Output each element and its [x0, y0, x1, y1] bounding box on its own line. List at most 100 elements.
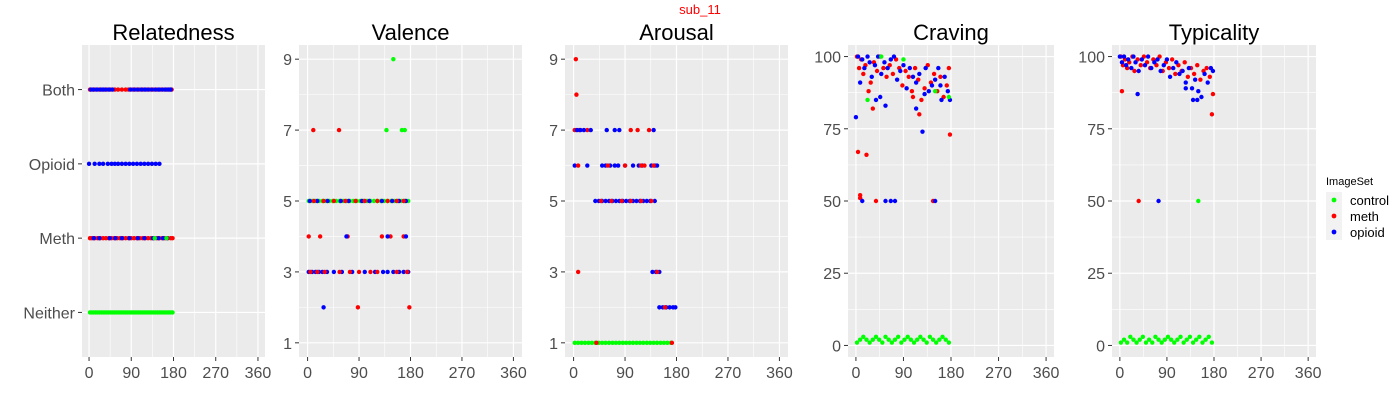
y-tick-label: Opioid [29, 157, 75, 174]
x-tick-label: 90 [895, 365, 913, 382]
point-opioid [113, 236, 117, 240]
y-tick-label: 50 [823, 194, 841, 211]
point-opioid [1133, 60, 1137, 64]
point-opioid [914, 80, 918, 84]
x-tick-label: 90 [616, 365, 634, 382]
point-meth [375, 270, 379, 274]
point-opioid [1196, 89, 1200, 93]
point-opioid [1187, 66, 1191, 70]
point-opioid [1202, 72, 1206, 76]
point-meth [881, 66, 885, 70]
point-control [880, 340, 884, 344]
panel-relatedness: Relatedness0 90 180 270 360NeitherMethOpioid… [23, 20, 271, 382]
point-meth [856, 150, 860, 154]
point-opioid [946, 89, 950, 93]
x-tick-label: 180 [663, 365, 690, 382]
point-meth [1195, 63, 1199, 67]
x-tick-label: 270 [1248, 365, 1275, 382]
point-meth [308, 270, 312, 274]
point-opioid [116, 162, 120, 166]
point-opioid [860, 57, 864, 61]
point-opioid [1165, 57, 1169, 61]
point-opioid [97, 236, 101, 240]
x-tick-label: 0 [1115, 365, 1124, 382]
point-meth [629, 199, 633, 203]
point-opioid [136, 236, 140, 240]
point-meth [356, 305, 360, 309]
point-control [947, 95, 951, 99]
point-meth [1210, 112, 1214, 116]
point-control [164, 236, 168, 240]
point-opioid [933, 77, 937, 81]
point-opioid [865, 54, 869, 58]
point-meth [401, 199, 405, 203]
x-tick-label: 360 [1033, 365, 1060, 382]
point-control [1188, 335, 1192, 339]
point-meth [405, 270, 409, 274]
point-opioid [1135, 92, 1139, 96]
point-opioid [385, 270, 389, 274]
y-tick-label: 5 [283, 194, 292, 211]
panel-arousal: Arousal0 90 180 270 36013579 [549, 20, 793, 382]
point-opioid [1206, 80, 1210, 84]
point-opioid [1140, 57, 1144, 61]
point-meth [639, 199, 643, 203]
point-opioid [856, 54, 860, 58]
point-meth [917, 112, 921, 116]
panel-typicality: Typicality 0 90 180 270 360 0 25 50 75 100 [1078, 20, 1321, 382]
point-meth [120, 87, 124, 91]
point-opioid [589, 128, 593, 132]
point-opioid [325, 199, 329, 203]
point-opioid [1156, 199, 1160, 203]
point-meth [323, 270, 327, 274]
point-meth [574, 92, 578, 96]
point-opioid [901, 63, 905, 67]
x-tick-label: 180 [397, 365, 424, 382]
point-opioid [150, 87, 154, 91]
legend-label-control: control [1350, 193, 1389, 208]
point-control [901, 57, 905, 61]
point-meth [871, 106, 875, 110]
point-opioid [142, 162, 146, 166]
point-opioid [1122, 54, 1126, 58]
point-opioid [882, 60, 886, 64]
point-opioid [582, 128, 586, 132]
point-opioid [889, 199, 893, 203]
point-meth [913, 66, 917, 70]
y-tick-label: 3 [549, 265, 558, 282]
point-opioid [1211, 69, 1215, 73]
point-meth [407, 305, 411, 309]
x-tick-label: 360 [245, 365, 272, 382]
point-meth [663, 305, 667, 309]
point-meth [594, 341, 598, 345]
point-control [153, 236, 157, 240]
point-opioid [933, 199, 937, 203]
point-meth [945, 83, 949, 87]
point-opioid [942, 75, 946, 79]
panel-title: Arousal [639, 20, 714, 45]
point-meth [1208, 75, 1212, 79]
x-tick-label: 360 [766, 365, 793, 382]
point-meth [1198, 77, 1202, 81]
y-tick-label: 3 [283, 265, 292, 282]
point-opioid [110, 87, 114, 91]
point-control [1141, 335, 1145, 339]
point-meth [609, 199, 613, 203]
point-opioid [616, 163, 620, 167]
point-opioid [923, 66, 927, 70]
panel-title: Relatedness [112, 20, 234, 45]
point-opioid [874, 98, 878, 102]
point-opioid [385, 234, 389, 238]
y-tick-label: 100 [814, 50, 841, 67]
point-control [384, 128, 388, 132]
point-opioid [156, 236, 160, 240]
y-tick-label: 100 [1078, 50, 1105, 67]
point-opioid [1190, 86, 1194, 90]
point-control [879, 54, 883, 58]
point-control [1196, 199, 1200, 203]
panel-valence: Valence0 90 180 270 36013579 [283, 20, 527, 382]
point-opioid [1158, 69, 1162, 73]
point-opioid [605, 128, 609, 132]
point-opioid [321, 305, 325, 309]
point-opioid [150, 162, 154, 166]
